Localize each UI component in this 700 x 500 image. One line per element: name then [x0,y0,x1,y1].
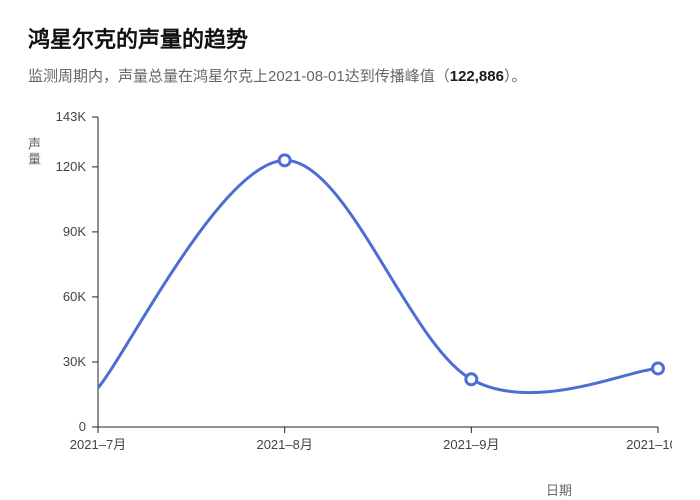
x-tick-label: 2021–9月 [443,437,499,452]
x-tick-label: 2021–8月 [256,437,312,452]
series-line [98,160,658,392]
y-tick-label: 120K [56,158,87,173]
chart-subtitle: 监测周期内，声量总量在鸿星尔克上2021-08-01达到传播峰值（122,886… [28,66,672,89]
y-tick-label: 143K [56,109,87,124]
x-tick-label: 2021–7月 [70,437,126,452]
subtitle-prefix: 监测周期内，声量总量在鸿星尔克上2021-08-01达到传播峰值（ [28,68,450,85]
data-point-marker [466,373,477,384]
data-point-marker [279,154,290,165]
subtitle-suffix: ）。 [504,68,527,85]
data-point-marker [653,362,664,373]
line-chart: 0 30K 60K 90K 120K 143K 2021–7月 2021–8月 2021–9月 2… [28,107,672,477]
y-tick-label: 0 [79,419,86,434]
chart-title: 鸿星尔克的声量的趋势 [28,22,672,54]
chart-container: 声量 030K60K90K120K143K2021–7月2021–8月2021–… [28,107,672,497]
y-tick-label: 60K [63,288,86,303]
y-axis-label: 声量 [24,137,43,167]
y-tick-label: 90K [63,223,86,238]
x-tick-label: 2021–10月 [626,437,672,452]
subtitle-peak-value: 122,886 [450,68,504,85]
y-tick-label: 30K [63,353,86,368]
x-axis-label: 日期 [546,480,572,499]
